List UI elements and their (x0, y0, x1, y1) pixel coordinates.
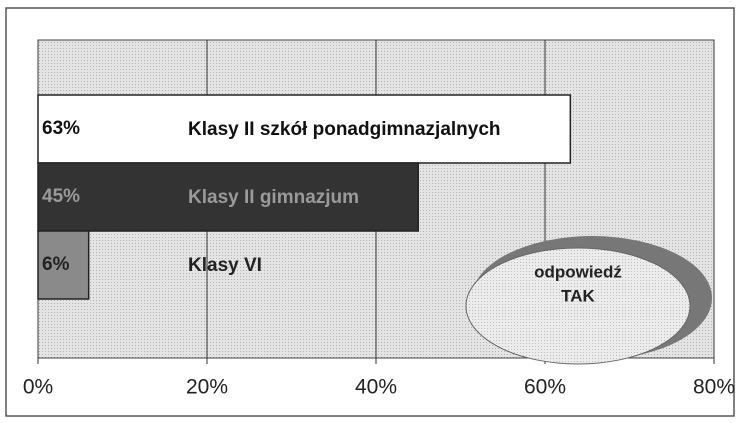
data-label: 45% (42, 186, 80, 207)
x-tick-label: 0% (23, 376, 53, 399)
x-tick-label: 40% (355, 376, 397, 399)
annotation-text: odpowiedź (534, 262, 622, 281)
x-tick-label: 20% (186, 376, 228, 399)
data-label: 6% (42, 254, 70, 275)
x-tick-label: 60% (524, 376, 566, 399)
x-tick-label: 80% (693, 376, 735, 399)
bar (37, 230, 90, 300)
category-label: Klasy II szkół ponadgimnazjalnych (188, 119, 501, 140)
category-label: Klasy II gimnazjum (188, 187, 359, 208)
data-label: 63% (42, 118, 80, 139)
bar (37, 162, 419, 232)
annotation-ellipse (465, 247, 691, 365)
category-label: Klasy VI (188, 255, 262, 276)
annotation-text: TAK (561, 286, 595, 305)
